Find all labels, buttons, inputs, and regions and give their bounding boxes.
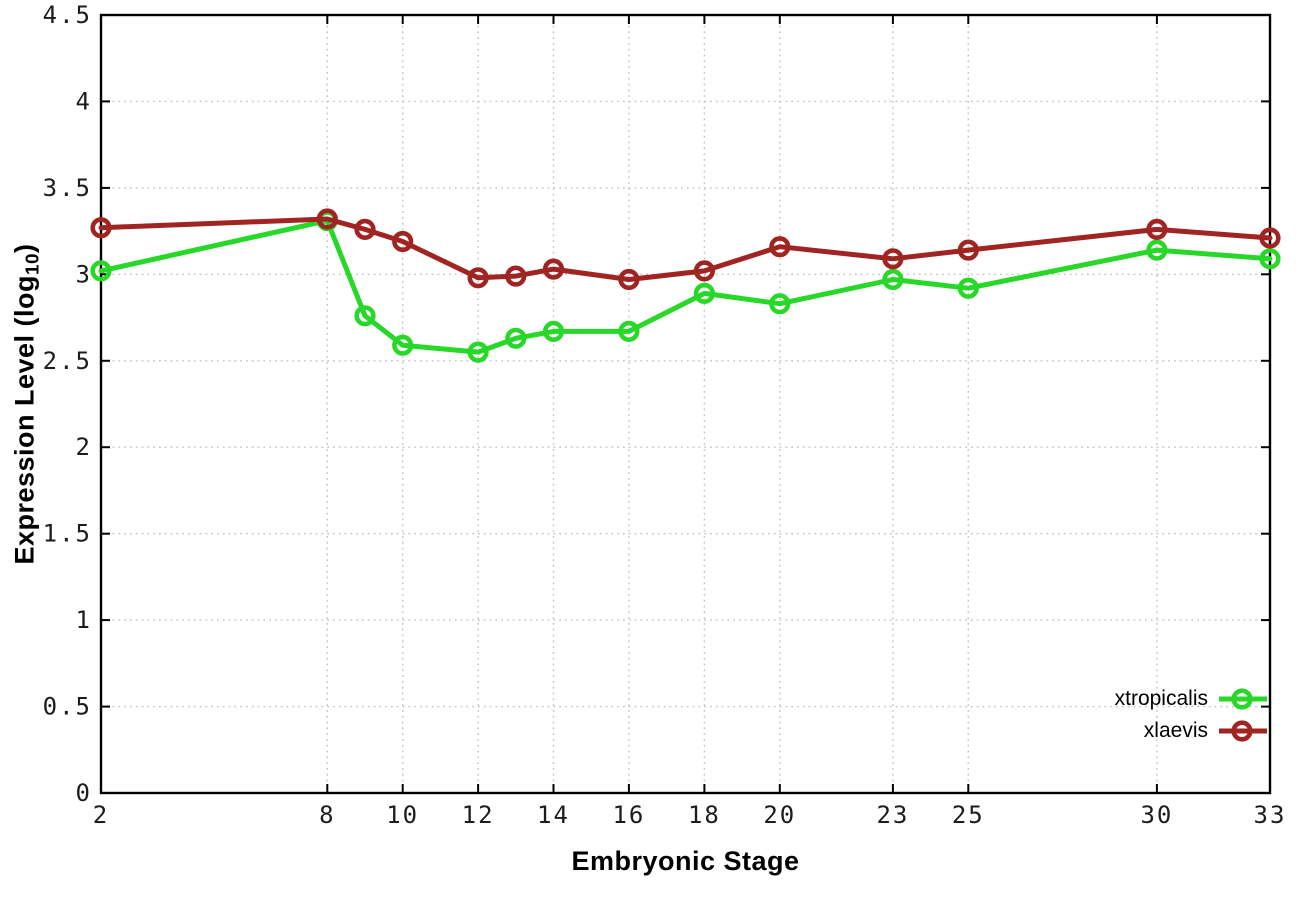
x-tick-label: 23 [876, 801, 909, 829]
data-point-xtropicalis [957, 277, 979, 299]
y-tick-label: 3.5 [43, 174, 92, 202]
y-tick-label: 2.5 [43, 347, 92, 375]
data-point-xlaevis [1259, 227, 1281, 249]
data-point-xtropicalis [467, 341, 489, 363]
data-point-xlaevis [542, 258, 565, 280]
y-tick-label: 1.5 [43, 520, 92, 548]
data-point-xlaevis [1146, 218, 1168, 240]
data-point-xlaevis [769, 236, 791, 258]
data-point-xlaevis [316, 208, 338, 230]
x-tick-label: 20 [763, 801, 796, 829]
y-tick-label: 2 [76, 433, 92, 461]
data-point-xtropicalis [693, 282, 716, 305]
data-point-xtropicalis [769, 293, 791, 315]
y-axis-title-text: Expression Level (log [9, 274, 40, 565]
series-line-xtropicalis [98, 218, 1273, 355]
y-tick-label: 4.5 [43, 1, 92, 29]
legend-label-xlaevis: xlaevis [1143, 719, 1208, 742]
series-line-xlaevis [98, 216, 1273, 282]
data-point-xlaevis [618, 268, 640, 291]
data-point-xlaevis [354, 218, 376, 240]
data-point-xtropicalis [505, 327, 527, 349]
legend-label-xtropicalis: xtropicalis [1114, 687, 1208, 710]
x-tick-label: 25 [952, 801, 985, 829]
data-point-xtropicalis [882, 268, 904, 291]
x-tick-label: 14 [537, 801, 570, 829]
y-tick-label: 3 [76, 260, 92, 288]
plot-border [99, 13, 1272, 795]
y-axis-title: Expression Level (log10) [9, 243, 44, 565]
data-point-xlaevis [392, 230, 414, 253]
x-tick-label: 16 [612, 801, 645, 829]
data-point-xtropicalis [1146, 239, 1168, 261]
x-tick-label: 33 [1254, 801, 1287, 829]
y-axis-title-subscript: 10 [22, 252, 44, 275]
data-point-xtropicalis [90, 260, 112, 282]
legend-entry-xlaevis: xlaevis [1144, 715, 1268, 747]
x-tick-label: 12 [462, 801, 495, 829]
data-point-xlaevis [693, 260, 716, 282]
x-axis-title: Embryonic Stage [571, 846, 800, 876]
x-tick-label: 10 [386, 801, 419, 829]
x-tick-label: 2 [93, 801, 109, 829]
y-tick-label: 4 [76, 87, 92, 115]
legend: xtropicalis xlaevis [1115, 683, 1268, 747]
x-tick-label: 30 [1140, 801, 1173, 829]
data-point-xtropicalis [618, 320, 640, 343]
y-axis-title-suffix: ) [9, 243, 40, 253]
data-point-xlaevis [882, 248, 904, 270]
data-point-xtropicalis [354, 305, 376, 327]
data-point-xlaevis [90, 217, 112, 239]
x-tick-label: 18 [688, 801, 721, 829]
data-point-xtropicalis [1259, 248, 1281, 270]
y-tick-label: 0 [76, 779, 92, 807]
legend-marker-xtropicalis [1219, 688, 1267, 710]
data-point-xlaevis [505, 265, 527, 287]
data-point-xlaevis [467, 267, 489, 289]
legend-marker-xlaevis [1219, 720, 1267, 742]
x-tick-label: 8 [319, 801, 335, 829]
data-point-xtropicalis [542, 320, 565, 343]
data-point-xlaevis [957, 239, 979, 261]
y-tick-label: 0.5 [43, 693, 92, 721]
y-tick-label: 1 [76, 606, 92, 634]
legend-entry-xtropicalis: xtropicalis [1115, 683, 1268, 715]
data-point-xtropicalis [392, 334, 414, 356]
